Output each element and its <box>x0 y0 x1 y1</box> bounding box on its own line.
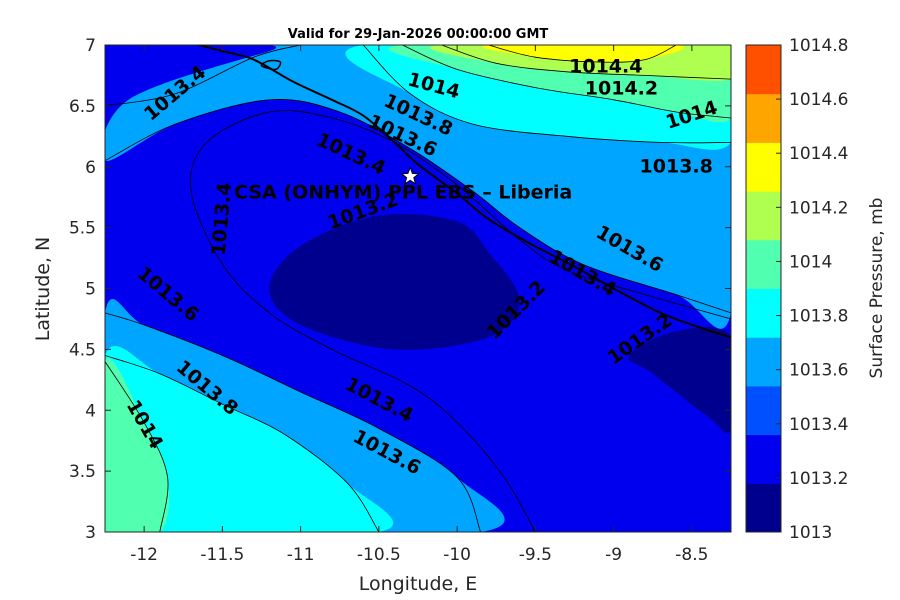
y-axis-ticks: 3 3.5 4 4.5 5 5.5 6 6.5 7 <box>69 36 731 543</box>
colorbar-swatch <box>746 483 781 533</box>
x-axis-ticks: -12 -11.5 -11 -10.5 -10 -9.5 -9 -8.5 <box>130 45 708 565</box>
contour-line-1014-2-8 <box>441 45 731 80</box>
x-axis-label: Longitude, E <box>359 573 478 595</box>
x-tick-label: -10 <box>443 545 471 565</box>
colorbar-tick-label: 1014.2 <box>789 198 848 218</box>
contour-line-1013-6-3 <box>105 99 731 314</box>
y-tick-label: 3 <box>85 523 96 543</box>
contour-line-1014-6 <box>105 361 169 532</box>
contour-lines <box>105 45 731 532</box>
contour-fill-1013-2-0 <box>269 213 520 350</box>
colorbar-frame <box>745 44 782 533</box>
colorbar-tick-label: 1013.8 <box>789 307 848 327</box>
x-tick-label: -8.5 <box>675 545 708 565</box>
colorbar-swatch <box>746 239 781 289</box>
island-outline <box>260 59 282 71</box>
colorbar-swatch <box>746 434 781 484</box>
colorbar-tick-label: 1013 <box>789 523 832 543</box>
colorbar-tick-label: 1013.4 <box>789 415 848 435</box>
colorbar-tick-label: 1014 <box>789 252 832 272</box>
contour-label-8: 1013.8 <box>640 155 713 177</box>
colorbar-swatch <box>746 93 781 143</box>
colorbar-tick-label: 1013.6 <box>789 361 848 381</box>
colorbar-swatch <box>746 337 781 387</box>
x-tick-label: -11.5 <box>200 545 244 565</box>
colorbar-tick-label: 1014.6 <box>789 90 848 110</box>
contour-line-1014-4-9 <box>488 45 677 63</box>
y-tick-label: 7 <box>85 36 96 56</box>
y-tick-label: 4 <box>85 401 96 421</box>
x-tick-label: -9 <box>605 545 622 565</box>
colorbar-tick-label: 1013.2 <box>789 469 848 489</box>
contour-label-5: 1014.4 <box>569 55 642 77</box>
colorbar-swatch <box>746 385 781 436</box>
x-tick-label: -11 <box>287 545 315 565</box>
contour-line-1014-7 <box>402 45 731 119</box>
site-label: CSA (ONHYM) PPL EBS – Liberia <box>234 181 572 203</box>
chart-title: Valid for 29-Jan-2026 00:00:00 GMT <box>288 27 549 42</box>
colorbar-swatch <box>746 288 781 338</box>
plot-area: 1013.4 10141013.81013.61013.41014.41014.2… <box>105 45 731 532</box>
contour-label-6: 1014.2 <box>585 77 658 99</box>
colorbar-tick-label: 1014.4 <box>789 144 848 164</box>
y-tick-label: 5.5 <box>69 219 96 239</box>
contour-fill-1013-8-0 <box>105 346 394 532</box>
y-tick-label: 3.5 <box>69 462 96 482</box>
x-tick-label: -9.5 <box>519 545 552 565</box>
x-tick-label: -12 <box>130 545 158 565</box>
contour-fill-1013-2-1 <box>628 327 731 434</box>
contour-line-1013-6-2 <box>105 312 481 532</box>
contour-fill-1014-4-0 <box>482 45 685 63</box>
coastline <box>198 45 731 339</box>
colorbar-swatch <box>746 191 781 241</box>
y-tick-label: 6 <box>85 158 96 178</box>
contour-line-1013-4-0 <box>105 45 301 107</box>
y-axis-label: Latitude, N <box>32 237 54 342</box>
y-tick-label: 6.5 <box>69 97 96 117</box>
contour-line-1013-8-4 <box>105 355 380 532</box>
y-tick-label: 4.5 <box>69 340 96 360</box>
site-marker-group: CSA (ONHYM) PPL EBS – Liberia <box>234 166 572 203</box>
colorbar-tick-label: 1014.8 <box>789 36 848 56</box>
colorbar: 1013 1013.2 1013.4 1013.6 1013.8 1014 1014.2 10… <box>745 36 848 543</box>
x-tick-label: -10.5 <box>357 545 401 565</box>
contour-fills <box>105 45 731 532</box>
site-star-marker <box>400 166 421 185</box>
contour-line-1013-4-1 <box>190 110 731 532</box>
contour-line-1013-8-5 <box>362 45 731 144</box>
colorbar-swatch <box>746 45 781 95</box>
contour-fill-1014-0 <box>105 358 170 532</box>
colorbar-swatch <box>746 142 781 192</box>
y-tick-label: 5 <box>85 280 96 300</box>
colorbar-label: Surface Pressure, mb <box>867 198 887 379</box>
